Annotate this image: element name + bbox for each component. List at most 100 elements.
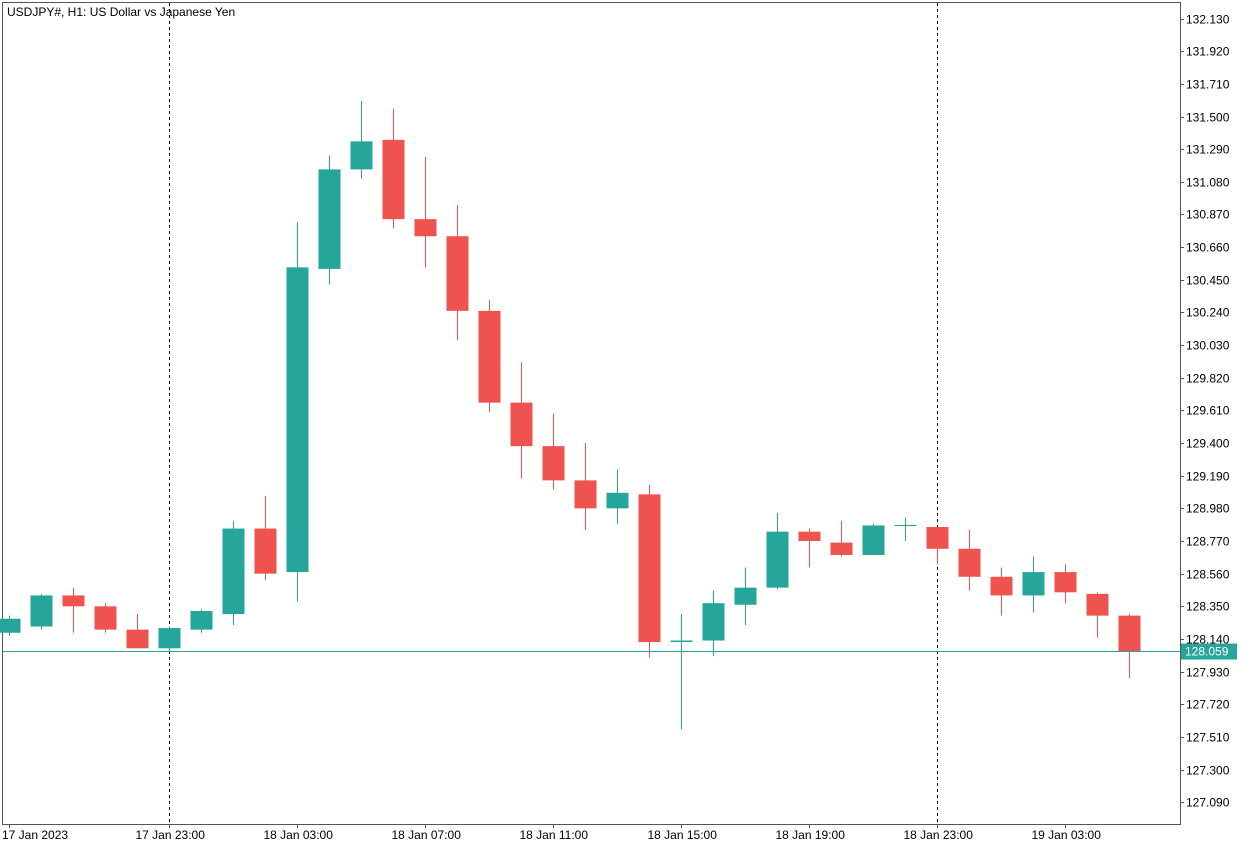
candle-body	[510, 402, 533, 447]
y-tick-label: 127.720	[1186, 698, 1230, 712]
x-tick-label: 18 Jan 23:00	[904, 828, 974, 842]
candle-body	[318, 169, 341, 269]
y-tick-label: 131.080	[1186, 176, 1230, 190]
candle-body	[222, 528, 245, 615]
candle	[30, 593, 53, 630]
y-tick-label: 131.920	[1186, 45, 1230, 59]
candle-body	[350, 141, 373, 170]
x-tick-label: 19 Jan 03:00	[1032, 828, 1102, 842]
y-tick-label: 128.350	[1186, 600, 1230, 614]
x-tick-label: 18 Jan 19:00	[776, 828, 846, 842]
y-tick-label: 127.510	[1186, 731, 1230, 745]
x-tick-label: 18 Jan 07:00	[392, 828, 462, 842]
y-tick-label: 130.660	[1186, 241, 1230, 255]
candle	[542, 413, 565, 490]
candle	[574, 443, 597, 531]
candle-body	[990, 576, 1013, 596]
candle-body	[1086, 593, 1109, 616]
y-tick-label: 130.870	[1186, 208, 1230, 222]
candle-body	[958, 548, 981, 577]
candle	[62, 587, 85, 633]
candle	[606, 469, 629, 524]
y-tick-label: 127.930	[1186, 666, 1230, 680]
candle	[958, 530, 981, 591]
candle	[286, 222, 309, 602]
candle	[0, 615, 21, 636]
x-tick-label: 18 Jan 11:00	[520, 828, 589, 842]
candle	[702, 590, 725, 657]
candle	[862, 523, 885, 555]
candle	[926, 527, 949, 565]
y-tick-label: 127.090	[1186, 796, 1230, 810]
candle-body	[254, 528, 277, 574]
candle	[414, 156, 437, 268]
y-tick-label: 130.240	[1186, 306, 1230, 320]
candle	[1118, 614, 1141, 678]
y-tick-label: 130.030	[1186, 339, 1230, 353]
candle-body	[1118, 615, 1141, 652]
y-tick-label: 131.290	[1186, 143, 1230, 157]
candle	[990, 567, 1013, 616]
candle	[190, 609, 213, 633]
candle-body	[286, 267, 309, 573]
y-tick-label: 129.190	[1186, 470, 1230, 484]
candle	[670, 614, 693, 730]
y-tick-label: 127.300	[1186, 764, 1230, 778]
y-tick-label: 128.980	[1186, 502, 1230, 516]
candle-body	[830, 542, 853, 555]
candle-body	[382, 139, 405, 220]
y-tick-label: 128.770	[1186, 535, 1230, 549]
candle-body	[606, 492, 629, 509]
candle	[382, 108, 405, 229]
candle-body	[862, 525, 885, 555]
x-tick-label: 17 Jan 2023	[2, 828, 68, 842]
candle	[1086, 592, 1109, 638]
candle-body	[542, 446, 565, 481]
candle	[318, 155, 341, 285]
candle-body	[926, 527, 949, 549]
y-tick-label: 129.610	[1186, 404, 1230, 418]
candle-body	[446, 236, 469, 311]
candle	[1054, 564, 1077, 604]
y-tick-label: 128.140	[1186, 633, 1230, 647]
candle-body	[0, 618, 21, 633]
candle-body	[30, 595, 53, 627]
current-price-tag	[1181, 643, 1237, 660]
candle-body	[702, 603, 725, 641]
candle	[638, 485, 661, 658]
current-price-label: 128.059	[1185, 645, 1229, 659]
y-tick-label: 129.820	[1186, 372, 1230, 386]
candle	[510, 362, 533, 479]
candle-body	[1054, 572, 1077, 593]
candle	[350, 100, 373, 179]
candle-body	[638, 494, 661, 643]
candle	[894, 517, 917, 542]
candle-body	[670, 640, 693, 643]
candle-body	[734, 587, 757, 605]
y-tick-label: 130.450	[1186, 274, 1230, 288]
candle-body	[766, 531, 789, 588]
y-tick-label: 128.560	[1186, 568, 1230, 582]
candle	[222, 520, 245, 625]
candle	[830, 520, 853, 557]
candle-body	[574, 480, 597, 509]
candle	[734, 567, 757, 625]
y-tick-label: 131.500	[1186, 111, 1230, 125]
candle-body	[478, 310, 501, 403]
plot-frame	[2, 2, 1181, 825]
candle	[446, 205, 469, 341]
candle-body	[798, 531, 821, 542]
candle	[254, 495, 277, 580]
candle	[126, 614, 149, 649]
candle-body	[190, 610, 213, 630]
chart-title: USDJPY#, H1: US Dollar vs Japanese Yen	[7, 5, 235, 19]
candle	[1022, 556, 1045, 613]
candle-body	[62, 595, 85, 607]
candle-body	[414, 219, 437, 237]
candle	[766, 513, 789, 590]
candle	[478, 299, 501, 412]
candle-body	[1022, 572, 1045, 596]
candle	[798, 528, 821, 568]
x-tick-label: 18 Jan 15:00	[648, 828, 718, 842]
